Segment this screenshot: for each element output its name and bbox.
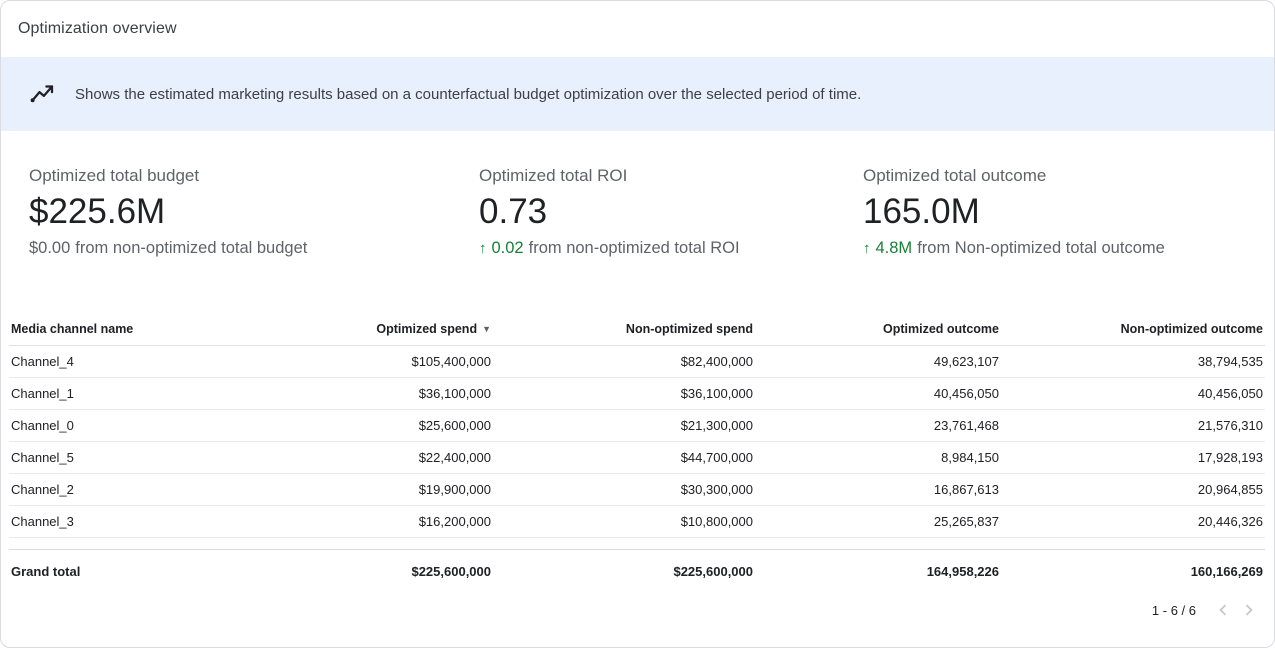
column-label: Optimized outcome	[883, 322, 999, 337]
kpi-delta-value: 4.8M	[875, 239, 913, 258]
table-row: Channel_0 $25,600,000 $21,300,000 23,761,46…	[9, 409, 1265, 443]
arrow-upward-icon: ↑	[479, 240, 487, 258]
column-header-non-optimized-spend[interactable]: Non-optimized spend	[493, 314, 755, 347]
column-label: Non-optimized spend	[625, 322, 753, 337]
channel-table: Media channel name Optimized spend ▼ Non-…	[1, 314, 1274, 594]
table-cell: 23,761,468	[755, 409, 1001, 443]
kpi-section: Optimized total budget $225.6M $0.00 fro…	[1, 131, 1274, 258]
kpi-optimized-total-budget: Optimized total budget $225.6M $0.00 fro…	[29, 166, 479, 258]
cell-channel-name: Channel_3	[9, 505, 259, 539]
kpi-label: Optimized total budget	[29, 166, 200, 185]
table-cell: $19,900,000	[259, 473, 493, 507]
table-row: Channel_4 $105,400,000 $82,400,000 49,623,1…	[9, 345, 1265, 379]
cell-channel-name: Channel_0	[9, 409, 259, 443]
kpi-optimized-total-outcome: Optimized total outcome 165.0M ↑ 4.8M fr…	[863, 166, 1165, 258]
kpi-value: $225.6M	[29, 192, 166, 231]
table-cell: $105,400,000	[259, 345, 493, 379]
chevron-right-icon	[1245, 604, 1253, 616]
table-cell: $36,100,000	[493, 377, 755, 411]
table-cell: 8,984,150	[755, 441, 1001, 475]
kpi-delta-value: $0.00	[29, 239, 71, 258]
table-cell: 40,456,050	[755, 377, 1001, 411]
kpi-label: Optimized total outcome	[863, 166, 1047, 185]
table-cell: 38,794,535	[1001, 345, 1265, 379]
cell-channel-name: Channel_4	[9, 345, 259, 379]
next-page-button[interactable]	[1236, 597, 1262, 623]
column-header-optimized-outcome[interactable]: Optimized outcome	[755, 314, 1001, 347]
kpi-label: Optimized total ROI	[479, 166, 628, 185]
kpi-delta-text: from non-optimized total ROI	[528, 239, 740, 258]
column-label: Optimized spend	[376, 322, 478, 337]
kpi-optimized-total-roi: Optimized total ROI 0.73 ↑ 0.02 from non…	[479, 166, 863, 258]
table-cell: $16,200,000	[259, 505, 493, 539]
grand-total-non-optimized-outcome: 160,166,269	[1001, 549, 1265, 594]
kpi-value: 0.73	[479, 192, 548, 231]
kpi-delta: ↑ 0.02 from non-optimized total ROI	[479, 239, 863, 258]
grand-total-optimized-outcome: 164,958,226	[755, 549, 1001, 594]
table-cell: $22,400,000	[259, 441, 493, 475]
table-body: Channel_4 $105,400,000 $82,400,000 49,623,1…	[9, 345, 1265, 539]
column-label: Media channel name	[11, 322, 134, 337]
table-row: Channel_2 $19,900,000 $30,300,000 16,867,61…	[9, 473, 1265, 507]
table-cell: 20,446,326	[1001, 505, 1265, 539]
table-cell: $25,600,000	[259, 409, 493, 443]
title-bar: Optimization overview	[1, 1, 1274, 57]
table-cell: 49,623,107	[755, 345, 1001, 379]
cell-channel-name: Channel_5	[9, 441, 259, 475]
table-cell: $36,100,000	[259, 377, 493, 411]
page-range: 1 - 6 / 6	[1151, 602, 1196, 618]
kpi-delta: ↑ 4.8M from Non-optimized total outcome	[863, 239, 1165, 258]
table-cell: 40,456,050	[1001, 377, 1265, 411]
table-row: Channel_1 $36,100,000 $36,100,000 40,456,05…	[9, 377, 1265, 411]
table-row: Channel_3 $16,200,000 $10,800,000 25,265,83…	[9, 505, 1265, 539]
kpi-delta-value: 0.02	[491, 239, 524, 258]
page-title: Optimization overview	[18, 20, 177, 37]
table-cell: $30,300,000	[493, 473, 755, 507]
kpi-delta-text: from non-optimized total budget	[75, 239, 308, 258]
grand-total-non-optimized-spend: $225,600,000	[493, 549, 755, 594]
sort-descending-icon: ▼	[482, 324, 491, 335]
table-cell: $10,800,000	[493, 505, 755, 539]
prev-page-button[interactable]	[1210, 597, 1236, 623]
table-cell: 17,928,193	[1001, 441, 1265, 475]
column-header-non-optimized-outcome[interactable]: Non-optimized outcome	[1001, 314, 1265, 347]
kpi-delta-text: from Non-optimized total outcome	[917, 239, 1165, 258]
chevron-left-icon	[1219, 604, 1227, 616]
cell-channel-name: Channel_1	[9, 377, 259, 411]
grand-total-label: Grand total	[9, 549, 259, 594]
trending-up-icon	[27, 79, 57, 109]
table-cell: 20,964,855	[1001, 473, 1265, 507]
table-cell: 16,867,613	[755, 473, 1001, 507]
table-cell: 25,265,837	[755, 505, 1001, 539]
grand-total-optimized-spend: $225,600,000	[259, 549, 493, 594]
cell-channel-name: Channel_2	[9, 473, 259, 507]
banner-text: Shows the estimated marketing results ba…	[75, 85, 862, 103]
table-cell: 21,576,310	[1001, 409, 1265, 443]
column-label: Non-optimized outcome	[1120, 322, 1263, 337]
info-banner: Shows the estimated marketing results ba…	[1, 57, 1274, 131]
kpi-delta: $0.00 from non-optimized total budget	[29, 239, 479, 258]
table-cell: $44,700,000	[493, 441, 755, 475]
kpi-value: 165.0M	[863, 192, 980, 231]
table-cell: $21,300,000	[493, 409, 755, 443]
table-header-row: Media channel name Optimized spend ▼ Non-…	[9, 314, 1265, 347]
arrow-upward-icon: ↑	[863, 240, 871, 258]
grand-total-row: Grand total $225,600,000 $225,600,000 16…	[9, 549, 1265, 594]
table-cell: $82,400,000	[493, 345, 755, 379]
table-spacer	[9, 538, 1265, 550]
column-header-media-channel-name[interactable]: Media channel name	[9, 314, 259, 347]
column-header-optimized-spend[interactable]: Optimized spend ▼	[259, 314, 493, 347]
pagination: 1 - 6 / 6	[1, 593, 1274, 623]
table-row: Channel_5 $22,400,000 $44,700,000 8,984,150…	[9, 441, 1265, 475]
